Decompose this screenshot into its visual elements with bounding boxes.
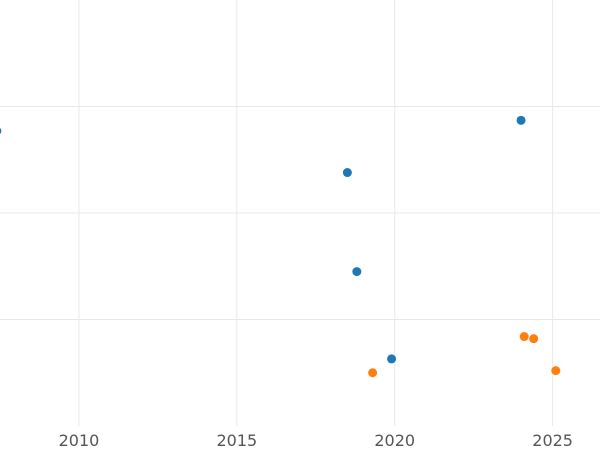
series-1-point-1 [0, 127, 2, 135]
series-2-point-1 [368, 368, 378, 378]
x-axis-ticks: 2010 2015 2020 2025 [59, 431, 573, 450]
x-tick-label-2015: 2015 [216, 431, 257, 450]
points-layer [0, 115, 561, 378]
x-tick-label-2025: 2025 [532, 431, 573, 450]
series-1-point-2 [342, 168, 352, 178]
series-1-point-4 [387, 354, 397, 364]
series-1-point-3 [352, 267, 362, 277]
series-2-point-4 [551, 366, 561, 376]
series-2-point-3 [529, 334, 539, 344]
x-tick-label-2010: 2010 [59, 431, 100, 450]
series-2-point-2 [519, 332, 529, 342]
x-tick-label-2020: 2020 [374, 431, 415, 450]
grid-layer [0, 0, 600, 426]
series-1-point-5 [516, 115, 526, 125]
